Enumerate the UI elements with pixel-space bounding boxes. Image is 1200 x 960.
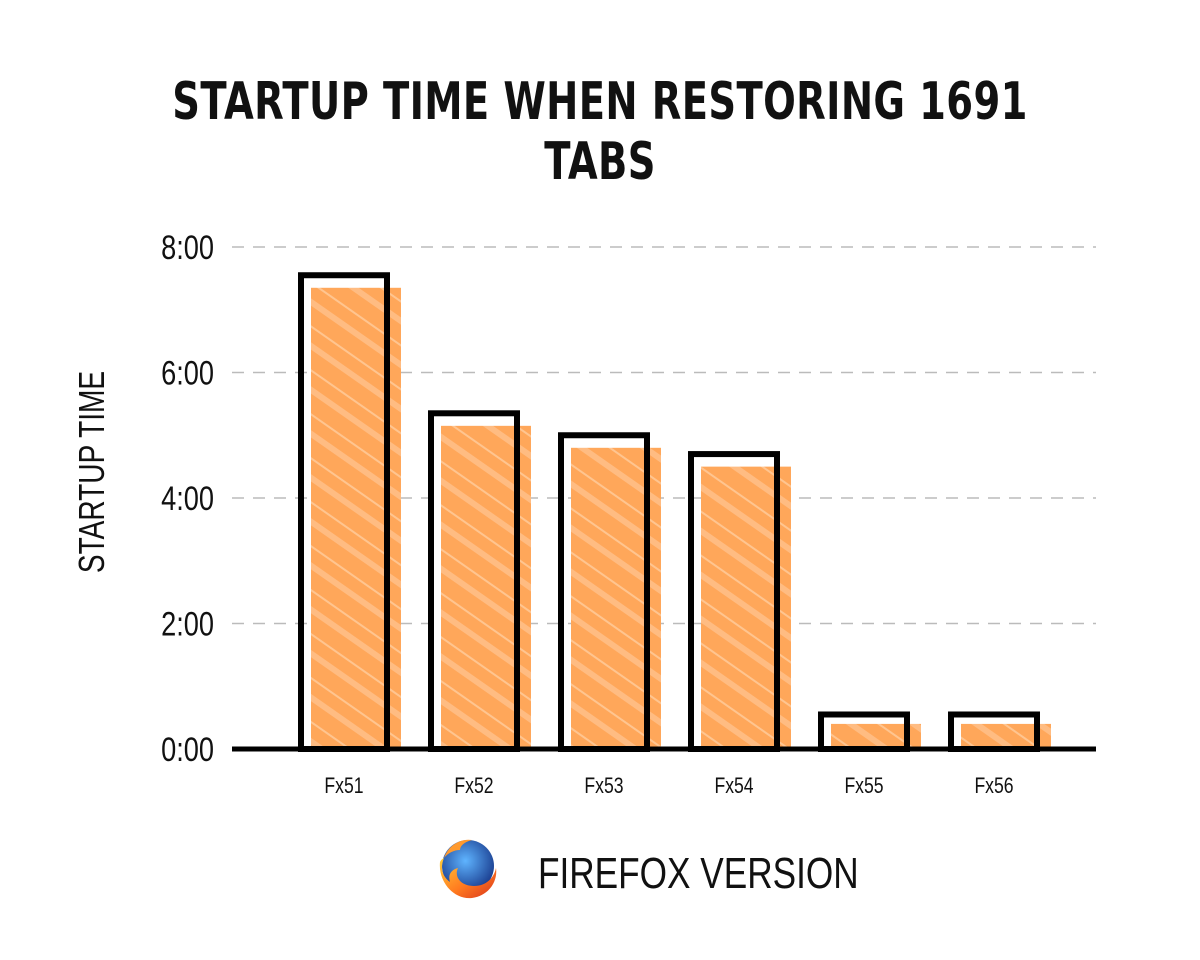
x-tick-label: Fx55 [844,774,883,798]
y-tick-label: 6:00 [161,354,214,393]
outline-bars [298,272,1040,752]
y-axis-ticks: 0:00 2:00 4:00 6:00 8:00 [161,228,214,769]
fill-bars [311,287,1051,749]
x-tick-label: Fx51 [324,774,363,798]
firefox-logo-icon [430,832,502,904]
x-tick-label: Fx53 [584,774,623,798]
x-tick-label: Fx56 [974,774,1013,798]
gridlines [232,246,1096,625]
y-tick-label: 0:00 [161,730,214,769]
x-tick-label: Fx54 [714,774,753,798]
y-tick-label: 8:00 [161,228,214,267]
y-tick-label: 2:00 [161,605,214,644]
y-axis-title: STARTUP TIME [72,371,112,573]
y-tick-label: 4:00 [161,479,214,518]
x-axis-title: FIREFOX VERSION [538,849,859,898]
x-axis-ticks: Fx51 Fx52 Fx53 Fx54 Fx55 Fx56 [324,774,1013,798]
chart-title: STARTUP TIME WHEN RESTORING 1691 TABS [172,72,1028,192]
x-tick-label: Fx52 [454,774,493,798]
